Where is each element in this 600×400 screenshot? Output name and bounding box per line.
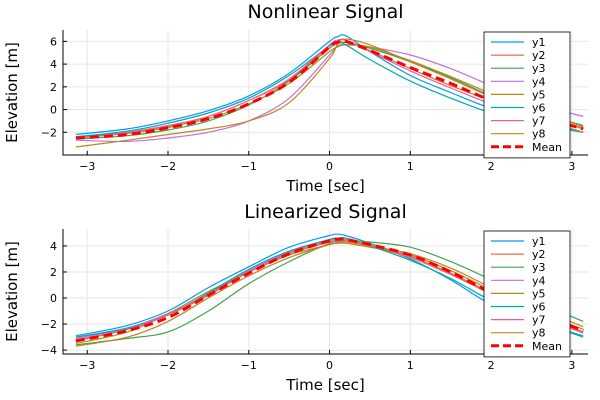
linearized-signal-panel: −3 −2 −1 0 1 2 3 −4 −2 0 2 4 Linearized Signal Time [… (3, 201, 588, 394)
y-tick-label: 6 (50, 35, 57, 48)
y-tick-label: −2 (41, 318, 57, 331)
legend-label-y8: y8 (532, 327, 546, 340)
x-tick-label: 2 (488, 359, 495, 372)
legend-label-y1: y1 (532, 36, 546, 49)
nonlinear-signal-panel: −3 −2 −1 0 1 2 3 −2 0 2 4 6 Nonlinear Signal Time [se… (3, 1, 588, 195)
legend-label-y5: y5 (532, 88, 546, 101)
series-line-mean (75, 39, 584, 140)
legend-label-y8: y8 (532, 128, 546, 141)
legend-label-y6: y6 (532, 102, 546, 115)
axis-spines (62, 229, 588, 355)
legend-label-y7: y7 (532, 115, 546, 128)
x-tick-label: −2 (160, 160, 176, 173)
legend-label-y2: y2 (532, 49, 546, 62)
series-line-y4 (75, 44, 584, 143)
x-tick-label: 3 (568, 359, 575, 372)
legend-label-y4: y4 (532, 274, 546, 287)
series-lines (75, 34, 584, 148)
legend-label-y5: y5 (532, 287, 546, 300)
x-tick-label: 0 (326, 160, 333, 173)
legend-label-y7: y7 (532, 314, 546, 327)
x-tick-label: 1 (407, 359, 414, 372)
legend-label-mean: Mean (532, 340, 562, 353)
series-line-y3 (75, 240, 584, 346)
y-axis-label: Elevation [m] (3, 42, 21, 143)
x-tick-label: 0 (326, 359, 333, 372)
y-tick-label: −4 (41, 344, 57, 357)
x-tick-label: −1 (241, 359, 257, 372)
x-tick-label: −1 (241, 160, 257, 173)
chart-title: Nonlinear Signal (247, 1, 403, 23)
series-line-y8 (75, 241, 584, 347)
series-lines (75, 233, 584, 347)
series-line-y1 (75, 233, 584, 337)
x-tick-label: 2 (488, 160, 495, 173)
legend-label-y2: y2 (532, 248, 546, 261)
y-tick-label: 0 (50, 292, 57, 305)
y-tick-label: 2 (50, 81, 57, 94)
chart-title: Linearized Signal (244, 201, 406, 223)
y-axis-label: Elevation [m] (3, 241, 21, 342)
y-tick-label: 2 (50, 266, 57, 279)
y-tick-label: 0 (50, 104, 57, 117)
legend-label-mean: Mean (532, 141, 562, 154)
legend-label-y1: y1 (532, 235, 546, 248)
x-axis-label: Time [sec] (285, 177, 364, 195)
y-tick-label: 4 (50, 58, 57, 71)
x-axis-label: Time [sec] (285, 376, 364, 394)
y-tick-label: −2 (41, 126, 57, 139)
series-line-mean (75, 237, 584, 343)
x-tick-label: −2 (160, 359, 176, 372)
x-tick-label: 3 (568, 160, 575, 173)
series-line-y1 (75, 34, 584, 136)
y-tick-label: 4 (50, 240, 57, 253)
legend-label-y3: y3 (532, 62, 546, 75)
x-tick-label: −3 (79, 160, 95, 173)
x-tick-label: −3 (79, 359, 95, 372)
axis-spines (62, 30, 588, 156)
legend-label-y6: y6 (532, 301, 546, 314)
legend-label-y4: y4 (532, 75, 546, 88)
x-tick-label: 1 (407, 160, 414, 173)
series-line-y7 (75, 38, 584, 139)
legend-label-y3: y3 (532, 261, 546, 274)
